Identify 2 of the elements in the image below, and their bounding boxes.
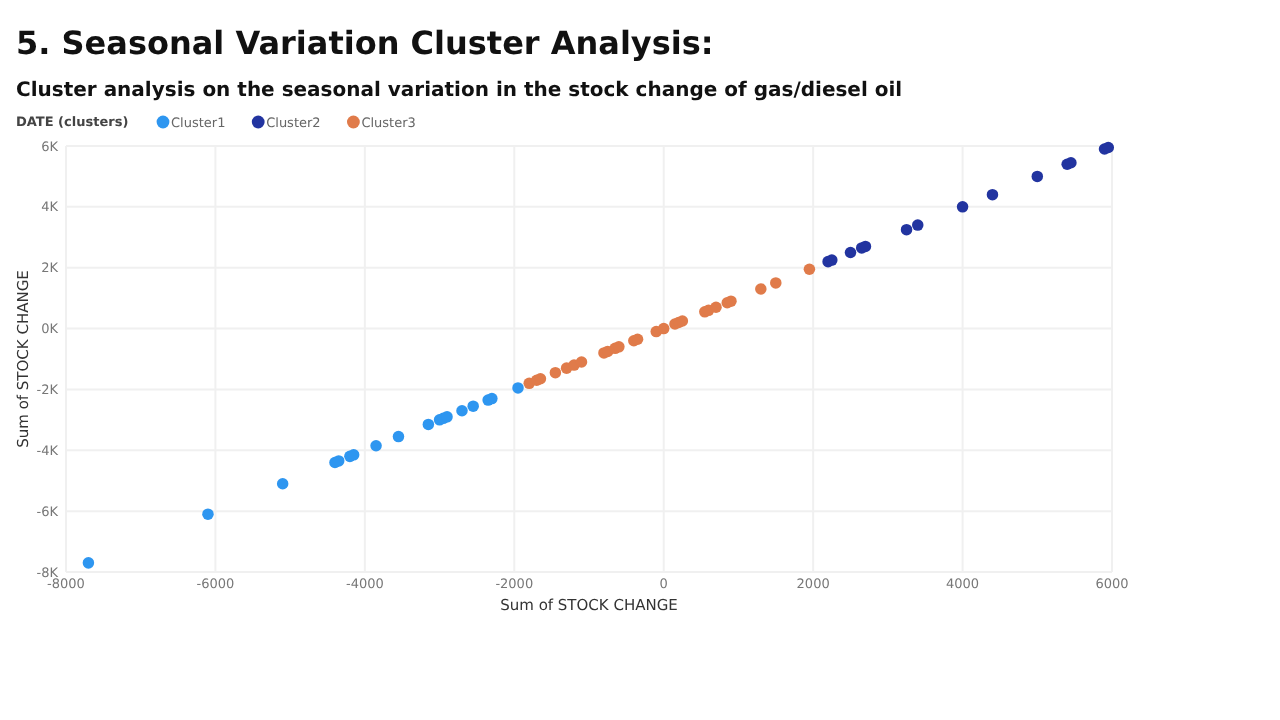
chart-subtitle: Cluster analysis on the seasonal variation in the stock change of gas/diesel oil xyxy=(16,80,903,102)
chart-title: 5. Seasonal Variation Cluster Analysis: xyxy=(16,24,714,62)
